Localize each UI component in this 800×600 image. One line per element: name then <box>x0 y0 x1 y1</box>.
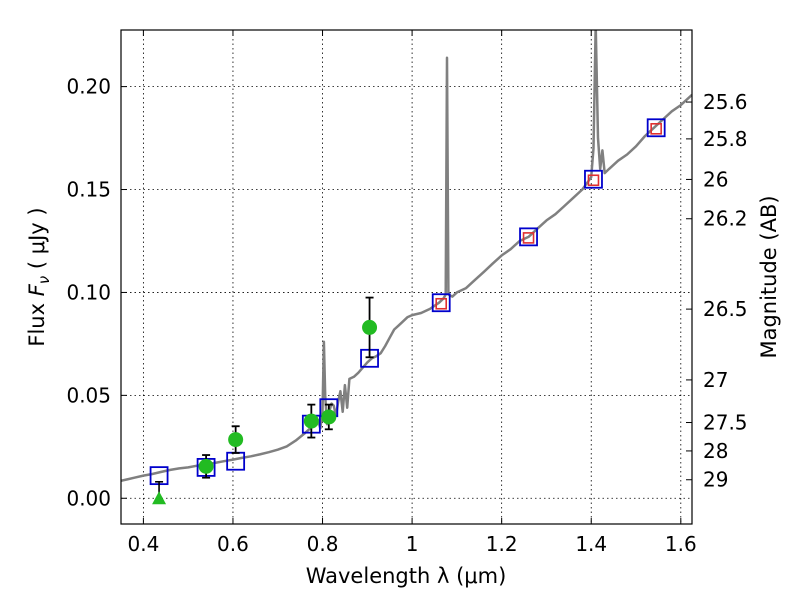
x-tick-label: 1 <box>406 532 419 556</box>
y-axis-label-symbol: F <box>25 283 49 296</box>
x-tick-label: 0.4 <box>127 532 159 556</box>
model-spectrum <box>121 30 692 483</box>
x-tick-label: 1.2 <box>486 532 518 556</box>
photometry-square <box>519 227 538 247</box>
upper-limit-triangle <box>152 491 167 505</box>
magnitude-tick-label: 26.2 <box>703 207 748 231</box>
magnitude-tick-label: 27.5 <box>703 411 748 435</box>
x-tick-label: 1.6 <box>665 532 697 556</box>
photometry-markers <box>149 118 666 505</box>
y2-axis-label: Magnitude (AB) <box>757 195 781 358</box>
x-axis-label: Wavelength λ (μm) <box>306 564 507 588</box>
photometry-circle <box>303 413 319 429</box>
magnitude-tick-label: 26.5 <box>703 297 748 321</box>
y-tick-label: 0.05 <box>66 383 111 407</box>
photometry-square <box>522 232 535 244</box>
y-tick-label: 0.15 <box>66 178 111 202</box>
photometry-circle <box>321 409 337 425</box>
photometry-circle <box>198 458 214 474</box>
photometry-circle <box>362 319 378 335</box>
magnitude-tick-label: 27 <box>703 368 728 392</box>
magnitude-tick-label: 26 <box>703 167 728 191</box>
y-tick-label: 0.20 <box>66 75 111 99</box>
magnitude-tick-label: 29 <box>703 468 728 492</box>
x-tick-label: 0.6 <box>217 532 249 556</box>
photometry-square <box>587 174 600 187</box>
y-axis-label: Flux Fν ( μJy ) <box>25 207 53 346</box>
photometry-square <box>584 169 603 189</box>
magnitude-tick-label: 25.8 <box>703 127 748 151</box>
photometry-square <box>646 118 666 138</box>
y-tick-label: 0.10 <box>66 280 111 304</box>
magnitude-tick-label: 25.6 <box>703 90 748 114</box>
y-axis-label-prefix: Flux <box>25 296 49 346</box>
grid <box>121 30 692 524</box>
photometry-square <box>650 123 662 135</box>
photometry-circle <box>228 432 244 448</box>
axes: 0.4 0.6 0.8 1 1.2 1.4 1.6 0.00 0.05 0.10 0.15 0.20 2… <box>66 29 748 556</box>
photometry-square <box>431 293 451 313</box>
y-axis-label-subscript: ν <box>35 276 53 284</box>
plot-frame <box>120 29 693 525</box>
magnitude-tick-label: 28 <box>703 439 728 463</box>
x-tick-label: 1.4 <box>575 532 607 556</box>
y-axis-label-unit: ( μJy ) <box>25 207 49 275</box>
y-tick-label: 0.00 <box>66 486 111 510</box>
photometry-square <box>435 297 448 310</box>
model-spectrum-line <box>121 30 692 483</box>
x-tick-label: 0.8 <box>307 532 339 556</box>
